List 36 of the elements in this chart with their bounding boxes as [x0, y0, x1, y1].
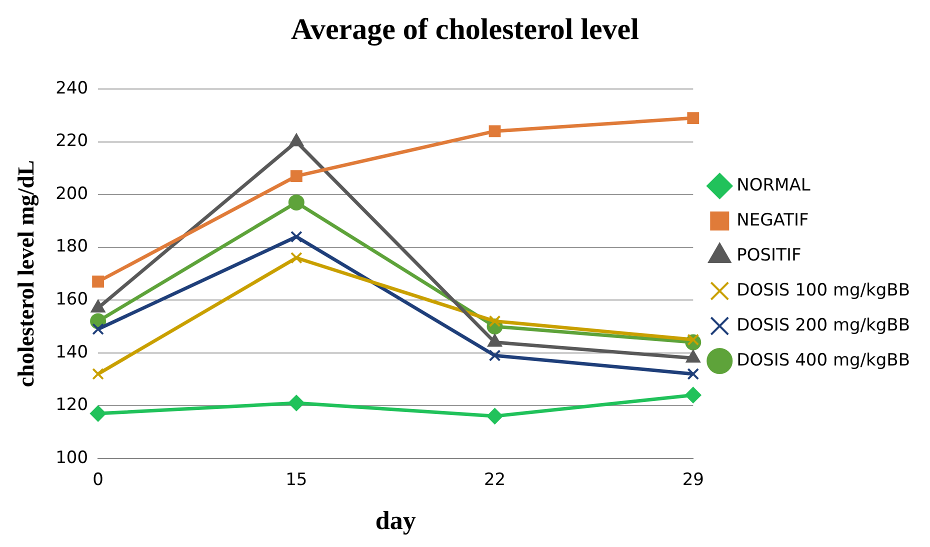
point — [92, 368, 104, 380]
x-tick-label: 15 — [286, 470, 308, 490]
point — [685, 387, 702, 404]
legend-label: NORMAL — [736, 175, 811, 196]
point — [488, 350, 501, 362]
point — [290, 170, 302, 182]
x-tick-label: 29 — [682, 470, 704, 490]
point — [288, 394, 304, 411]
point — [92, 323, 104, 336]
point — [687, 368, 700, 380]
x-tick-label: 22 — [484, 470, 506, 490]
legend-label: NEGATIF — [736, 210, 809, 230]
y-tick-label: 240 — [56, 78, 88, 98]
chart-title: Average of cholesterol level — [291, 12, 639, 46]
y-tick-label: 200 — [56, 184, 88, 204]
y-tick-label: 140 — [56, 342, 88, 362]
point — [90, 406, 106, 422]
x-tick-label: 0 — [92, 470, 104, 490]
y-tick-label: 220 — [56, 131, 88, 152]
point — [288, 194, 304, 210]
y-axis-title: cholesterol level mg/dL — [14, 160, 40, 388]
point — [486, 408, 503, 424]
legend-label: POSITIF — [736, 245, 802, 266]
y-tick-label: 100 — [56, 448, 88, 468]
legend-label: DOSIS 400 mg/kgBB — [736, 350, 910, 370]
point — [92, 276, 104, 288]
point — [687, 112, 700, 124]
y-tick-label: 120 — [56, 395, 88, 416]
legend-label: DOSIS 200 mg/kgBB — [736, 315, 910, 336]
y-tick-label: 160 — [56, 290, 88, 310]
legend-label: DOSIS 100 mg/kgBB — [736, 280, 910, 300]
x-axis-title: day — [375, 506, 416, 536]
point — [290, 252, 302, 264]
y-tick-label: 180 — [56, 236, 88, 257]
point — [290, 230, 302, 243]
point — [488, 125, 501, 138]
